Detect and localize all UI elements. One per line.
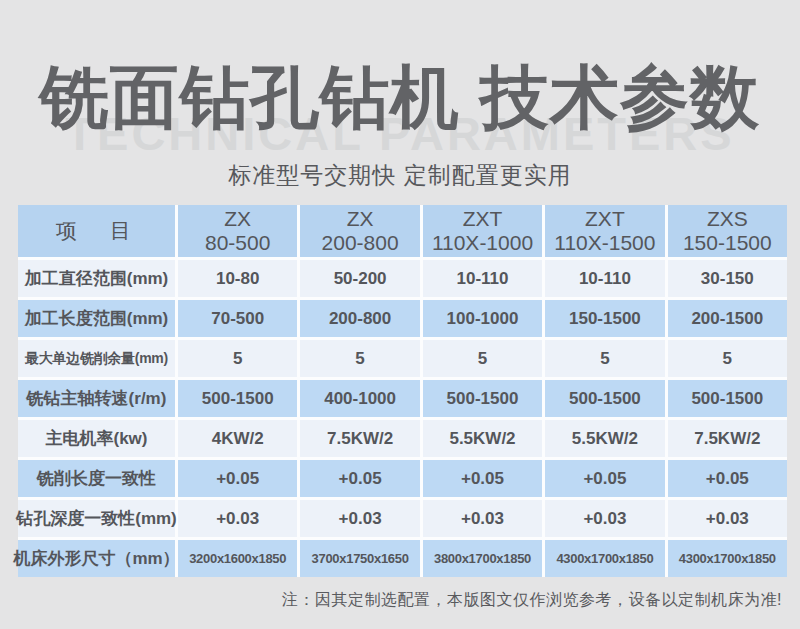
cell-value: 5 [178, 340, 297, 377]
cell-value: 50-200 [300, 260, 419, 297]
row-label: 最大单边铣削余量(mm) [18, 340, 175, 377]
cell-value: 4300x1700x1850 [668, 540, 787, 577]
row-label: 加工直径范围(mm) [18, 260, 175, 297]
column-header-zx-80-500: ZX 80-500 [178, 205, 297, 257]
model-name: ZXT [585, 207, 625, 231]
cell-value: 5 [423, 340, 542, 377]
cell-value: +0.03 [668, 500, 787, 537]
cell-value: 500-1500 [178, 380, 297, 417]
model-spec: 110X-1000 [432, 231, 533, 255]
cell-value: 3700x1750x1650 [300, 540, 419, 577]
spec-table: 项 目 ZX 80-500 ZX 200-800 ZXT 110X-1000 Z… [18, 205, 787, 577]
model-spec: 80-500 [205, 231, 270, 255]
header-cell-item: 项 目 [18, 205, 175, 257]
row-label: 铣削长度一致性 [18, 460, 175, 497]
model-name: ZX [224, 207, 251, 231]
column-header-zxt-110x-1500: ZXT 110X-1500 [545, 205, 664, 257]
cell-value: 5 [545, 340, 664, 377]
cell-value: +0.05 [300, 460, 419, 497]
item-header-label: 项 目 [56, 219, 137, 243]
cell-value: 10-80 [178, 260, 297, 297]
cell-value: +0.05 [545, 460, 664, 497]
cell-value: 5 [300, 340, 419, 377]
row-label: 主电机率(kw) [18, 420, 175, 457]
page-title: 铣面钻孔钻机 技术参数 [0, 52, 800, 144]
cell-value: 10-110 [423, 260, 542, 297]
cell-value: 4300x1700x1850 [545, 540, 664, 577]
cell-value: 5 [668, 340, 787, 377]
cell-value: 200-1500 [668, 300, 787, 337]
cell-value: 400-1000 [300, 380, 419, 417]
cell-value: 3800x1700x1850 [423, 540, 542, 577]
cell-value: +0.05 [423, 460, 542, 497]
model-name: ZXT [463, 207, 503, 231]
column-header-zx-200-800: ZX 200-800 [300, 205, 419, 257]
cell-value: +0.05 [668, 460, 787, 497]
row-label: 铣钻主轴转速(r/m) [18, 380, 175, 417]
row-label: 加工长度范围(mm) [18, 300, 175, 337]
column-header-zxs-150-1500: ZXS 150-1500 [668, 205, 787, 257]
cell-value: 4KW/2 [178, 420, 297, 457]
cell-value: 70-500 [178, 300, 297, 337]
cell-value: 7.5KW/2 [300, 420, 419, 457]
model-spec: 200-800 [322, 231, 399, 255]
cell-value: 5.5KW/2 [423, 420, 542, 457]
row-label: 钻孔深度一致性(mm) [18, 500, 175, 537]
cell-value: 30-150 [668, 260, 787, 297]
model-name: ZXS [707, 207, 748, 231]
row-label: 机床外形尺寸（mm） [18, 540, 175, 577]
cell-value: 10-110 [545, 260, 664, 297]
footer-note: 注：因其定制选配置，本版图文仅作浏览参考，设备以定制机床为准! [0, 590, 782, 611]
cell-value: +0.03 [178, 500, 297, 537]
cell-value: 5.5KW/2 [545, 420, 664, 457]
cell-value: 500-1500 [545, 380, 664, 417]
page-subtitle: 标准型号交期快 定制配置更实用 [0, 160, 800, 191]
cell-value: 7.5KW/2 [668, 420, 787, 457]
cell-value: +0.03 [423, 500, 542, 537]
cell-value: +0.03 [545, 500, 664, 537]
cell-value: +0.03 [300, 500, 419, 537]
cell-value: 500-1500 [668, 380, 787, 417]
cell-value: 100-1000 [423, 300, 542, 337]
model-name: ZX [347, 207, 374, 231]
spec-sheet-page: TECHNICAL PARAMETERS 铣面钻孔钻机 技术参数 标准型号交期快… [0, 0, 800, 629]
cell-value: 150-1500 [545, 300, 664, 337]
model-spec: 110X-1500 [554, 231, 655, 255]
cell-value: 3200x1600x1850 [178, 540, 297, 577]
cell-value: 500-1500 [423, 380, 542, 417]
cell-value: +0.05 [178, 460, 297, 497]
model-spec: 150-1500 [683, 231, 772, 255]
cell-value: 200-800 [300, 300, 419, 337]
column-header-zxt-110x-1000: ZXT 110X-1000 [423, 205, 542, 257]
